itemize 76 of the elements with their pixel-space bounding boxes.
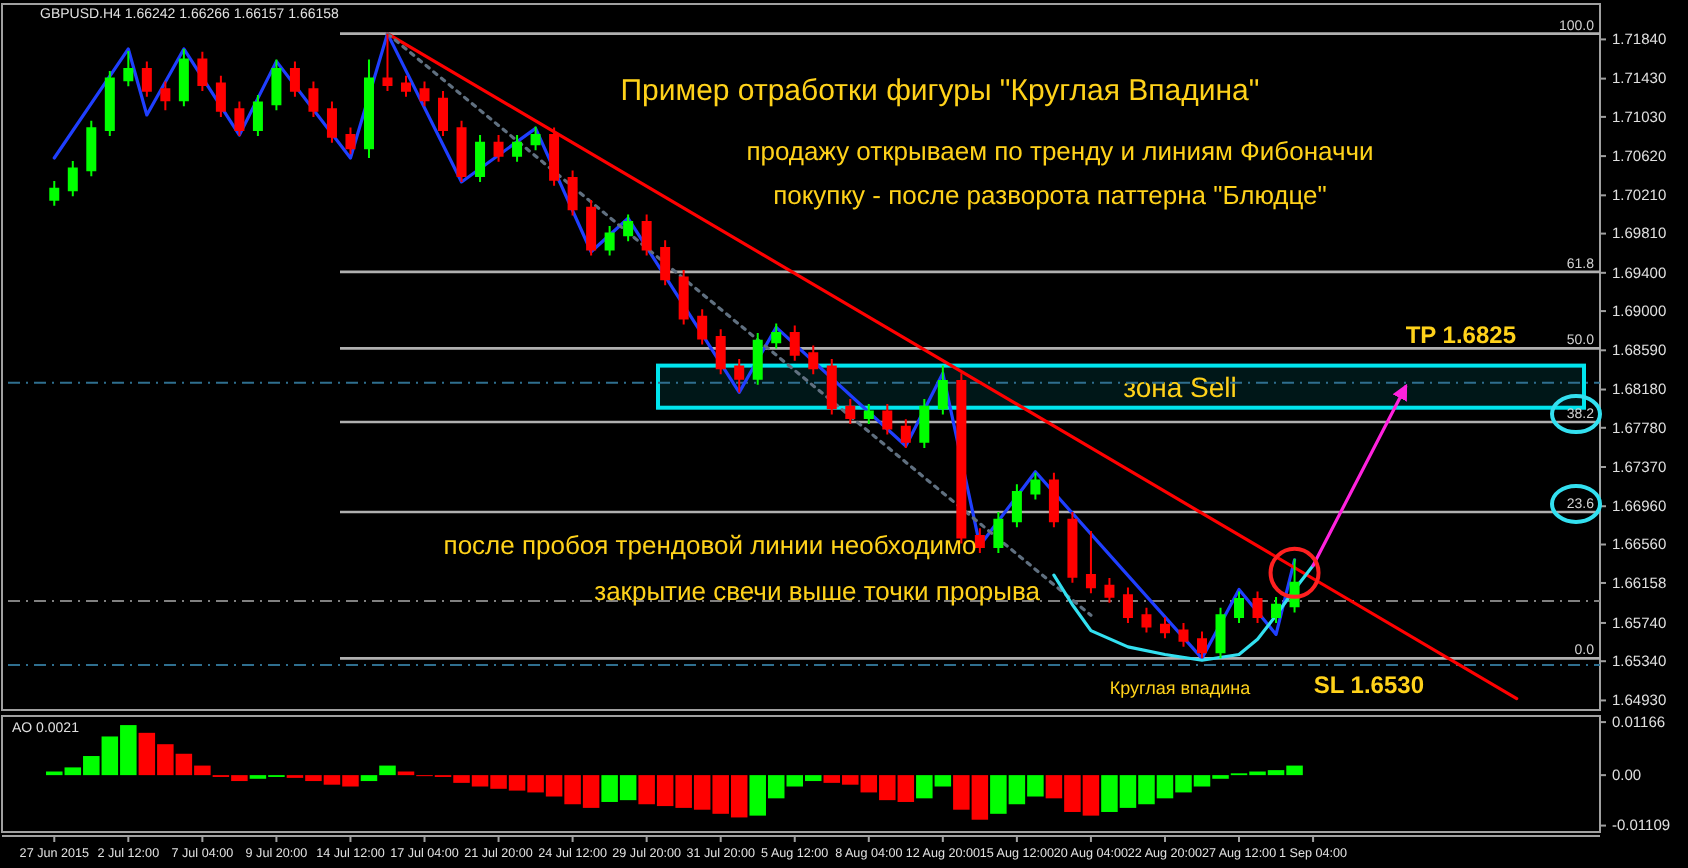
candlestick (604, 224, 615, 257)
candlestick (1011, 483, 1022, 529)
candlestick (1271, 596, 1282, 624)
candlestick (863, 402, 874, 425)
annotation: покупку - после разворота паттерна "Блюдце" (773, 180, 1328, 210)
candlestick (215, 74, 226, 118)
candlestick (1159, 616, 1170, 640)
annotation: после пробоя трендовой линии необходимо (443, 530, 977, 560)
candlestick (475, 134, 486, 183)
candlestick (752, 332, 763, 386)
candlestick (549, 126, 560, 187)
candlestick (1141, 606, 1152, 634)
annotation: продажу открываем по тренду и линиям Фибоначчи (746, 136, 1374, 166)
candlestick (660, 239, 671, 287)
candlestick (826, 357, 837, 416)
candlestick (1085, 530, 1096, 595)
candlestick (197, 50, 208, 93)
candlestick (771, 322, 782, 350)
candlestick (1048, 471, 1059, 529)
candlestick (271, 58, 282, 112)
candlestick (1178, 621, 1189, 648)
candlestick (808, 344, 819, 376)
candlestick (234, 100, 245, 138)
annotation: закрытие свечи выше точки прорыва (594, 576, 1042, 606)
candlestick (456, 119, 467, 183)
candlestick (512, 134, 523, 163)
candlestick (1030, 471, 1041, 501)
candlestick (123, 49, 134, 88)
candlestick (974, 527, 985, 555)
candlestick (160, 80, 171, 112)
candlestick (845, 398, 856, 425)
candlestick (493, 134, 504, 163)
candlestick (289, 60, 300, 98)
ref-line-label: TP 1.6825 (1405, 320, 1517, 349)
candlestick (49, 179, 60, 207)
band-label: зона Sell (1123, 370, 1237, 403)
candlestick (530, 125, 541, 152)
candlestick (1215, 606, 1226, 660)
text: Пример отработки фигуры "Круглая Впадина" (620, 74, 1260, 108)
ref-line-label: SL 1.6530 (1313, 671, 1425, 700)
candlestick (900, 418, 911, 449)
candlestick (1197, 630, 1207, 660)
candlestick (789, 324, 800, 362)
candlestick (345, 126, 356, 156)
candlestick (363, 58, 374, 160)
candlestick (919, 398, 930, 449)
annotation: Круглая впадина (1109, 678, 1251, 698)
candlestick (882, 402, 893, 436)
candlestick (1104, 576, 1115, 604)
candlestick (586, 199, 597, 257)
candlestick (86, 119, 97, 178)
candlestick (715, 328, 726, 376)
candlestick (252, 93, 263, 138)
bar (379, 765, 396, 776)
candlestick (734, 357, 745, 394)
candlestick (326, 100, 337, 144)
candlestick (308, 80, 319, 118)
candlestick (567, 169, 578, 217)
candlestick (993, 510, 1004, 555)
candlestick (623, 213, 634, 243)
candlestick (1234, 590, 1245, 624)
candlestick (1122, 586, 1133, 624)
candlestick (937, 364, 948, 416)
candlestick (419, 80, 430, 108)
candlestick (641, 213, 652, 257)
candlestick (104, 69, 115, 138)
candlestick (1067, 510, 1078, 584)
bar (360, 775, 378, 782)
candlestick (178, 47, 189, 108)
candlestick (67, 159, 78, 198)
candlestick (438, 90, 449, 138)
candlestick (141, 60, 152, 98)
candlestick (401, 74, 411, 98)
candlestick (1252, 590, 1263, 624)
candlestick (678, 268, 689, 326)
candlestick (697, 308, 708, 346)
